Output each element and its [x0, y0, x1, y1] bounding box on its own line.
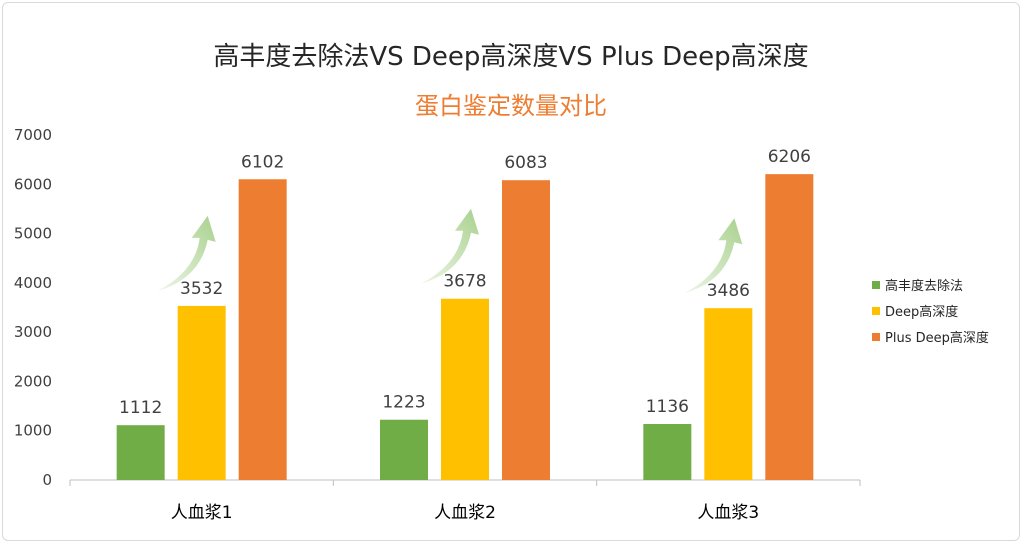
bar: [502, 180, 550, 480]
legend-swatch: [872, 333, 880, 341]
y-tick-label: 5000: [14, 225, 52, 243]
trend-arrow-icon: [157, 215, 216, 291]
bar: [704, 308, 753, 480]
trend-arrow-icon: [421, 208, 479, 284]
data-label: 3486: [707, 281, 750, 301]
y-tick-label: 7000: [14, 126, 52, 144]
bar: [238, 179, 287, 480]
chart-title: 高丰度去除法VS Deep高深度VS Plus Deep高深度: [213, 42, 809, 72]
y-tick-label: 2000: [14, 372, 52, 390]
legend-label: Plus Deep高深度: [885, 330, 989, 346]
data-label: 3532: [180, 279, 223, 299]
category-label: 人血浆3: [697, 503, 759, 523]
y-tick-label: 6000: [14, 175, 52, 193]
trend-arrow-icon: [684, 218, 743, 294]
bar: [177, 305, 226, 480]
bar: [441, 298, 489, 480]
bar: [380, 419, 428, 480]
chart-subtitle: 蛋白鉴定数量对比: [415, 92, 607, 120]
y-tick-label: 4000: [14, 274, 52, 292]
bar: [765, 174, 814, 480]
y-tick-label: 0: [42, 471, 52, 489]
category-label: 人血浆2: [434, 503, 496, 523]
data-label: 6083: [504, 153, 547, 173]
category-label: 人血浆1: [171, 503, 233, 523]
y-tick-label: 3000: [14, 323, 52, 341]
bar: [643, 424, 692, 480]
data-label: 1112: [119, 398, 162, 418]
data-label: 3678: [443, 272, 486, 292]
legend-label: Deep高深度: [885, 304, 958, 320]
legend-label: 高丰度去除法: [885, 278, 963, 294]
data-label: 1223: [382, 393, 425, 413]
legend-swatch: [872, 281, 880, 289]
data-label: 6206: [768, 147, 811, 167]
data-label: 6102: [241, 152, 284, 172]
data-label: 1136: [646, 397, 689, 417]
y-tick-label: 1000: [14, 422, 52, 440]
bar: [116, 425, 165, 480]
legend-swatch: [872, 307, 880, 315]
